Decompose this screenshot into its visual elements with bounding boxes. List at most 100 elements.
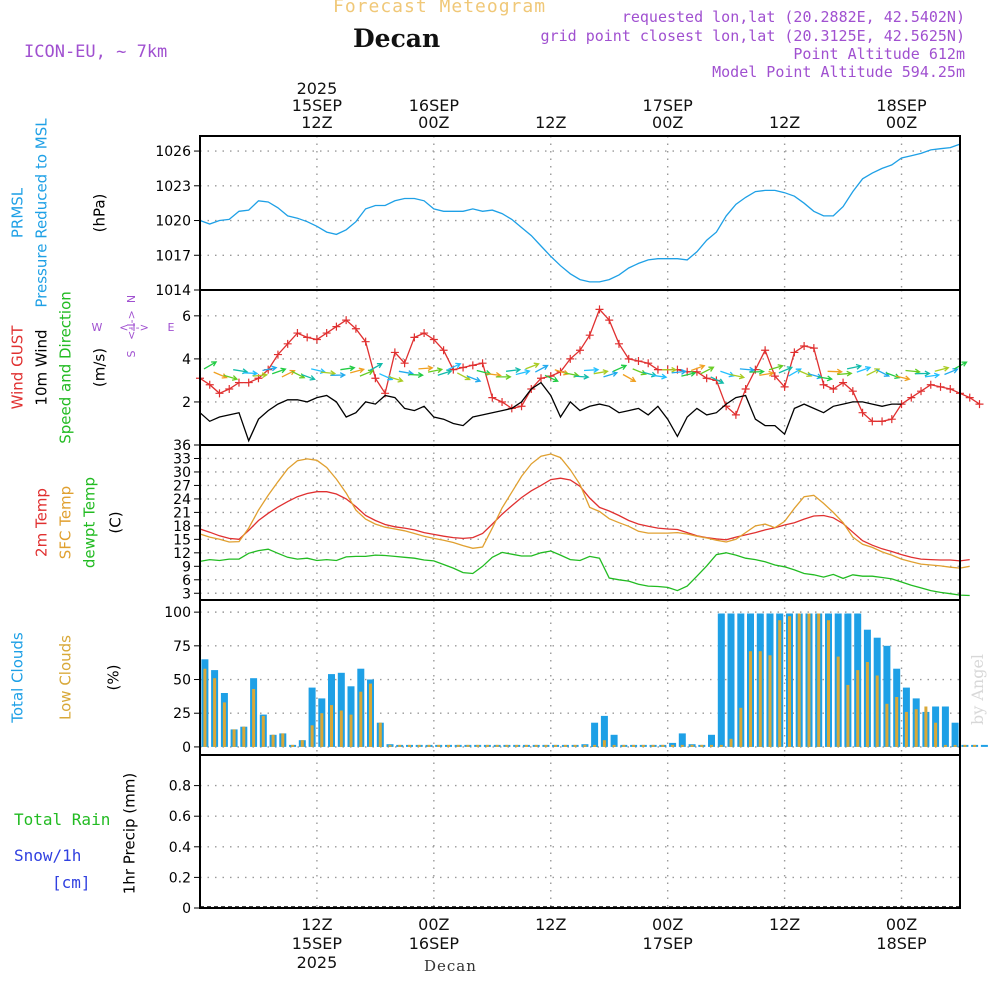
- low-cloud-bar: [583, 744, 587, 747]
- gust-marker: [741, 385, 750, 394]
- y-tick-label: 30: [173, 465, 191, 481]
- gust-marker: [332, 322, 341, 331]
- wind-direction-arrow: [340, 365, 356, 372]
- gust-marker: [459, 363, 468, 372]
- total-cloud-bar: [844, 613, 852, 747]
- gust-marker: [351, 324, 360, 333]
- gust-marker: [829, 385, 838, 394]
- wind-direction-arrow: [583, 367, 600, 373]
- low-cloud-bar: [232, 729, 236, 747]
- wind-direction-arrow: [700, 366, 715, 375]
- wind-direction-arrow: [856, 366, 872, 373]
- wind-direction-arrow: [506, 367, 522, 374]
- gust-marker: [585, 331, 594, 340]
- model-altitude: Model Point Altitude 594.25m: [712, 63, 965, 81]
- bottom-time-tick-label: 12Z: [535, 915, 566, 934]
- low-cloud-bar: [310, 725, 314, 747]
- gust-marker: [653, 365, 662, 374]
- low-cloud-bar: [885, 703, 889, 747]
- top-time-tick-label: 18SEP: [876, 96, 927, 115]
- gust-marker: [283, 339, 292, 348]
- low-cloud-bar: [447, 744, 450, 747]
- wind-direction-arrow: [768, 364, 784, 371]
- wind-direction-arrow: [837, 370, 853, 377]
- low-cloud-bar: [827, 620, 830, 747]
- top-time-tick-label: 12Z: [535, 113, 566, 132]
- low-cloud-bar: [242, 726, 246, 747]
- gust-marker: [439, 346, 448, 355]
- panel-label-line: 2m Temp: [33, 488, 51, 557]
- wind-direction-arrow: [427, 367, 444, 374]
- low-cloud-bar: [602, 740, 606, 747]
- y-tick-label: 0.8: [169, 779, 191, 795]
- wind-direction-arrow: [652, 373, 668, 380]
- wind-direction-arrow: [710, 376, 725, 384]
- wind-direction-arrow: [359, 369, 375, 377]
- gust-marker: [371, 374, 380, 383]
- panel-frame: [199, 754, 961, 909]
- wind-direction-arrow: [690, 364, 706, 372]
- gust-marker: [312, 335, 321, 344]
- top-time-tick-label: 16SEP: [409, 96, 460, 115]
- gust-marker: [566, 354, 575, 363]
- low-cloud-bar: [924, 706, 928, 747]
- bottom-time-tick-label: 16SEP: [409, 934, 460, 953]
- wind-direction-arrow: [525, 362, 540, 370]
- gust-marker: [468, 361, 477, 370]
- panel-wind: 2 4 6 Wind GUST 10m Wind Speed and Direction (…: [9, 289, 984, 446]
- low-cloud-bar: [641, 744, 645, 747]
- gust-marker: [819, 380, 828, 389]
- gust-marker: [644, 359, 653, 368]
- y-tick-label: 0.4: [169, 840, 191, 856]
- low-cloud-bar: [895, 697, 899, 747]
- low-cloud-bar: [554, 744, 558, 747]
- low-cloud-bar: [729, 738, 733, 747]
- low-cloud-bar: [203, 668, 207, 747]
- wind-direction-arrow: [612, 364, 628, 372]
- panel-frame: [199, 135, 961, 291]
- y-tick-label: 1017: [155, 248, 191, 264]
- y-tick-label: 25: [173, 706, 191, 722]
- precip-total-rain-label: Total Rain: [14, 810, 110, 829]
- wind-direction-arrow: [632, 368, 647, 376]
- low-cloud-bar: [690, 744, 694, 747]
- top-time-tick-label: 00Z: [418, 113, 449, 132]
- low-cloud-bar: [778, 620, 782, 747]
- total-cloud-bar: [951, 722, 959, 747]
- y-tick-label: 9: [182, 559, 191, 575]
- gust-marker: [517, 402, 526, 411]
- low-cloud-bar: [719, 744, 723, 747]
- low-cloud-bar: [817, 613, 821, 747]
- gust-marker: [926, 380, 935, 389]
- panel-pressure: 1014 1017 1020 1023 1026 PRMSL Pressure Reduce…: [9, 118, 961, 308]
- low-cloud-bar: [349, 714, 353, 747]
- low-cloud-bar: [914, 709, 918, 747]
- wind-direction-arrow: [223, 374, 239, 381]
- low-cloud-bar: [865, 662, 869, 747]
- wind-direction-arrow: [330, 372, 347, 379]
- precip-snow-unit-label: [cm]: [52, 873, 91, 892]
- wind-direction-arrow: [593, 369, 609, 375]
- gust-marker: [761, 346, 770, 355]
- low-cloud-bar: [973, 744, 977, 747]
- y-tick-label: 24: [173, 492, 191, 508]
- y-tick-label: 6: [182, 309, 191, 325]
- gust-marker: [839, 378, 848, 387]
- series-line-2m-temp: [199, 477, 970, 562]
- wind-direction-arrow: [301, 373, 316, 381]
- low-cloud-bar: [281, 733, 285, 747]
- location-title: Decan: [353, 24, 441, 53]
- y-tick-label: 3: [182, 586, 191, 602]
- gridpoint-coords: grid point closest lon,lat (20.3125E, 42…: [540, 27, 965, 45]
- panel-label-line: PRMSL: [9, 187, 27, 238]
- wind-direction-arrow: [895, 375, 911, 382]
- wind-direction-arrow: [437, 369, 453, 376]
- top-time-tick-label: 17SEP: [643, 96, 694, 115]
- wind-direction-arrow: [203, 361, 218, 370]
- y-tick-label: 36: [173, 438, 191, 454]
- y-tick-label: 0.6: [169, 809, 191, 825]
- gust-marker: [225, 385, 234, 394]
- gust-marker: [498, 397, 507, 406]
- wind-direction-arrow: [534, 364, 549, 373]
- total-cloud-bar: [717, 613, 725, 747]
